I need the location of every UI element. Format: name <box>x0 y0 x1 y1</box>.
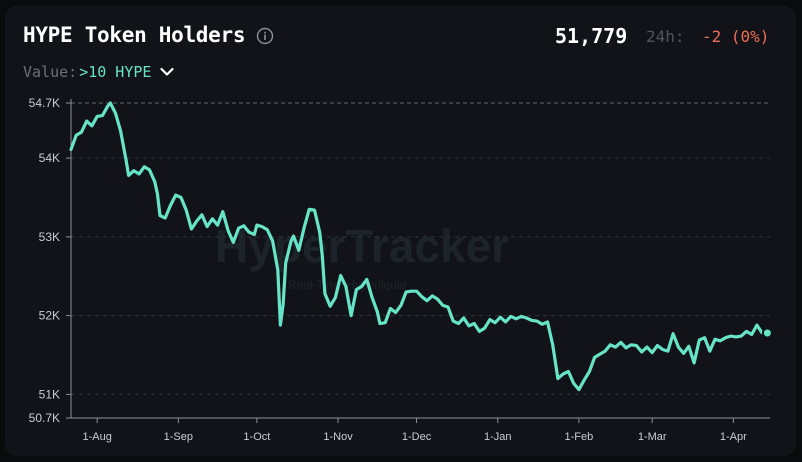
x-tick-label: 1-Feb <box>565 431 594 443</box>
x-tick-label: 1-Apr <box>720 431 747 443</box>
info-icon[interactable] <box>256 27 274 45</box>
filter-label: Value: <box>23 63 78 81</box>
watermark-subtitle: Real-Time Hyperliquid <box>288 278 406 292</box>
y-tick-label: 53K <box>39 230 60 244</box>
holders-line-chart: HyperTracker Real-Time Hyperliquid 54.7K… <box>29 96 773 443</box>
chevron-down-icon <box>160 67 175 76</box>
change-label: 24h: <box>646 27 685 46</box>
x-tick-label: 1-Dec <box>402 431 432 443</box>
x-tick-label: 1-Jan <box>484 431 512 443</box>
y-tick-label: 51K <box>39 387 60 401</box>
chart-title: HYPE Token Holders <box>23 23 246 47</box>
watermark-brand: HyperTracker <box>215 220 509 272</box>
x-axis: 1-Aug 1-Sep 1-Oct 1-Nov 1-Dec 1-Jan 1-Feb 1-Mar… <box>71 417 770 443</box>
value-filter-dropdown[interactable]: Value: >10 HYPE <box>23 62 175 82</box>
x-tick-label: 1-Nov <box>323 431 353 443</box>
holders-count: 51,779 <box>555 24 628 48</box>
filter-value: >10 HYPE <box>79 63 152 81</box>
chart-card: HYPE Token Holders 51,779 24h: -2 (0%) V… <box>5 6 796 456</box>
y-tick-label: 50.7K <box>29 411 60 425</box>
y-tick-label: 52K <box>39 309 60 323</box>
y-axis: 54.7K 54K 53K 52K 51K 50.7K <box>29 96 72 425</box>
change-value: -2 (0%) <box>702 27 770 46</box>
x-tick-label: 1-Sep <box>164 431 193 443</box>
holders-series-line <box>69 101 769 392</box>
x-tick-label: 1-Aug <box>83 431 112 443</box>
x-tick-label: 1-Oct <box>243 431 270 443</box>
x-tick-label: 1-Mar <box>638 431 667 443</box>
watermark: HyperTracker Real-Time Hyperliquid <box>215 220 509 292</box>
latest-point-marker[interactable] <box>761 327 773 339</box>
y-tick-label: 54K <box>39 151 60 165</box>
chart-series <box>69 101 773 392</box>
chart-grid <box>71 102 770 395</box>
y-tick-label: 54.7K <box>29 96 60 110</box>
